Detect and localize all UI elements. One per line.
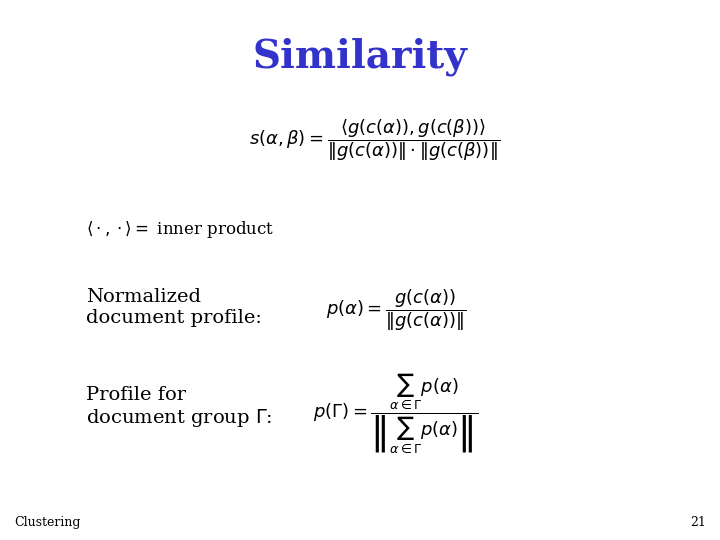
Text: Profile for
document group $\Gamma$:: Profile for document group $\Gamma$: [86, 386, 273, 429]
Text: $p(\alpha) = \dfrac{g(c(\alpha))}{\|g(c(\alpha))\|}$: $p(\alpha) = \dfrac{g(c(\alpha))}{\|g(c(… [325, 288, 467, 333]
Text: Normalized
document profile:: Normalized document profile: [86, 288, 262, 327]
Text: Clustering: Clustering [14, 516, 81, 529]
Text: $p(\Gamma) = \dfrac{\sum_{\alpha \in \Gamma} p(\alpha)}{\left\|\sum_{\alpha \in : $p(\Gamma) = \dfrac{\sum_{\alpha \in \Ga… [313, 371, 479, 455]
Text: $\langle \cdot, \cdot \rangle = $ inner product: $\langle \cdot, \cdot \rangle = $ inner … [86, 219, 274, 240]
Text: $s(\alpha, \beta) = \dfrac{\langle g(c(\alpha)), g(c(\beta))\rangle}{\|g(c(\alph: $s(\alpha, \beta) = \dfrac{\langle g(c(\… [249, 118, 500, 163]
Text: 21: 21 [690, 516, 706, 529]
Text: Similarity: Similarity [253, 38, 467, 76]
